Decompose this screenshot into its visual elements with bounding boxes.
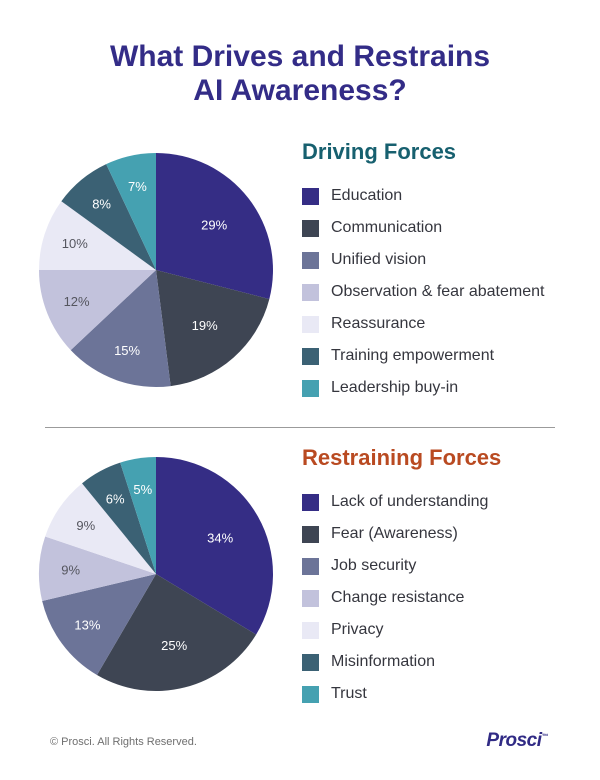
- legend-item: Leadership buy-in: [302, 372, 592, 404]
- pie-slice: [156, 153, 273, 300]
- legend-item: Trust: [302, 678, 592, 710]
- prosci-logo: Prosci™: [486, 730, 548, 752]
- legend-label: Misinformation: [331, 653, 436, 670]
- pie-slice-label: 19%: [192, 318, 218, 333]
- legend-swatch: [302, 685, 319, 703]
- legend-item: Fear (Awareness): [302, 518, 592, 550]
- pie-slice-label: 34%: [207, 530, 233, 545]
- pie-slice: [82, 462, 156, 574]
- legend-item: Change resistance: [302, 582, 592, 614]
- legend-item: Job security: [302, 550, 592, 582]
- legend-item: Training empowerment: [302, 340, 592, 372]
- legend-swatch: [302, 589, 319, 607]
- pie-slice: [70, 270, 171, 388]
- restraining-forces-legend-items: Lack of understanding Fear (Awareness) Job…: [302, 486, 592, 710]
- legend-swatch: [302, 219, 319, 237]
- legend-label: Observation & fear abatement: [331, 283, 545, 300]
- legend-swatch: [302, 379, 319, 397]
- legend-item: Unified vision: [302, 244, 592, 276]
- restraining-forces-legend: Restraining Forces Lack of understanding…: [302, 446, 592, 710]
- pie-slice-label: 12%: [64, 294, 90, 309]
- pie-slice: [106, 153, 156, 270]
- page-title-line2: AI Awareness?: [193, 73, 407, 107]
- legend-item: Communication: [302, 212, 592, 244]
- legend-label: Training empowerment: [331, 347, 495, 364]
- legend-item: Privacy: [302, 614, 592, 646]
- pie-slice-label: 13%: [74, 617, 100, 632]
- driving-forces-heading: Driving Forces: [302, 139, 457, 164]
- pie-slice: [156, 457, 274, 635]
- legend-swatch: [302, 251, 319, 269]
- legend-item: Education: [302, 180, 592, 212]
- legend-label: Leadership buy-in: [331, 379, 459, 396]
- legend-swatch: [302, 493, 319, 511]
- driving-forces-legend-items: Education Communication Unified vision Obse…: [302, 180, 592, 404]
- legend-label: Education: [331, 187, 403, 204]
- restraining-forces-heading: Restraining Forces: [302, 445, 502, 470]
- legend-label: Job security: [331, 557, 417, 574]
- pie-slice-label: 7%: [128, 179, 147, 194]
- pie-slice-label: 29%: [201, 217, 227, 232]
- legend-swatch: [302, 315, 319, 333]
- pie-slice-label: 25%: [161, 638, 187, 653]
- legend-label: Change resistance: [331, 589, 465, 606]
- legend-label: Lack of understanding: [331, 493, 489, 510]
- pie-slice-label: 6%: [106, 492, 125, 507]
- legend-label: Privacy: [331, 621, 384, 638]
- pie-slice: [156, 270, 270, 387]
- legend-item: Reassurance: [302, 308, 592, 340]
- legend-label: Fear (Awareness): [331, 525, 458, 542]
- pie-slice: [45, 483, 156, 574]
- legend-label: Communication: [331, 219, 443, 236]
- prosci-logo-text: Prosci: [486, 730, 542, 751]
- pie-slice: [61, 164, 156, 270]
- section-divider: [45, 427, 555, 428]
- pie-slice-label: 15%: [114, 343, 140, 358]
- pie-slice-label: 10%: [62, 236, 88, 251]
- pie-slice: [39, 201, 156, 270]
- legend-swatch: [302, 653, 319, 671]
- legend-item: Lack of understanding: [302, 486, 592, 518]
- pie-slice-label: 5%: [133, 482, 152, 497]
- pie-slice: [38, 536, 156, 602]
- restraining-forces-pie-chart: 34% 25% 13% 9% 9% 6% 5%: [38, 457, 274, 691]
- pie-slice-label: 8%: [92, 197, 111, 212]
- legend-swatch: [302, 557, 319, 575]
- pie-slice: [96, 574, 257, 691]
- pie-slice: [120, 457, 156, 574]
- legend-swatch: [302, 621, 319, 639]
- legend-swatch: [302, 525, 319, 543]
- legend-item: Misinformation: [302, 646, 592, 678]
- page-title: What Drives and Restrains AI Awareness?: [0, 40, 600, 107]
- legend-swatch: [302, 187, 319, 205]
- legend-swatch: [302, 347, 319, 365]
- page-title-line1: What Drives and Restrains: [109, 40, 491, 73]
- legend-item: Observation & fear abatement: [302, 276, 592, 308]
- pie-slice: [42, 574, 156, 676]
- legend-label: Unified vision: [331, 251, 427, 268]
- pie-slice: [39, 270, 156, 351]
- legend-label: Trust: [331, 685, 367, 702]
- pie-slice-label: 9%: [76, 518, 95, 533]
- legend-label: Reassurance: [331, 315, 426, 332]
- trademark-mark: ™: [541, 733, 549, 741]
- driving-forces-legend: Driving Forces Education Communication Uni…: [302, 140, 592, 404]
- copyright-text: © Prosci. All Rights Reserved.: [50, 736, 197, 748]
- driving-forces-pie-chart: 29% 19% 15% 12% 10% 8% 7%: [39, 153, 273, 388]
- pie-slice-label: 9%: [61, 563, 80, 578]
- legend-swatch: [302, 283, 319, 301]
